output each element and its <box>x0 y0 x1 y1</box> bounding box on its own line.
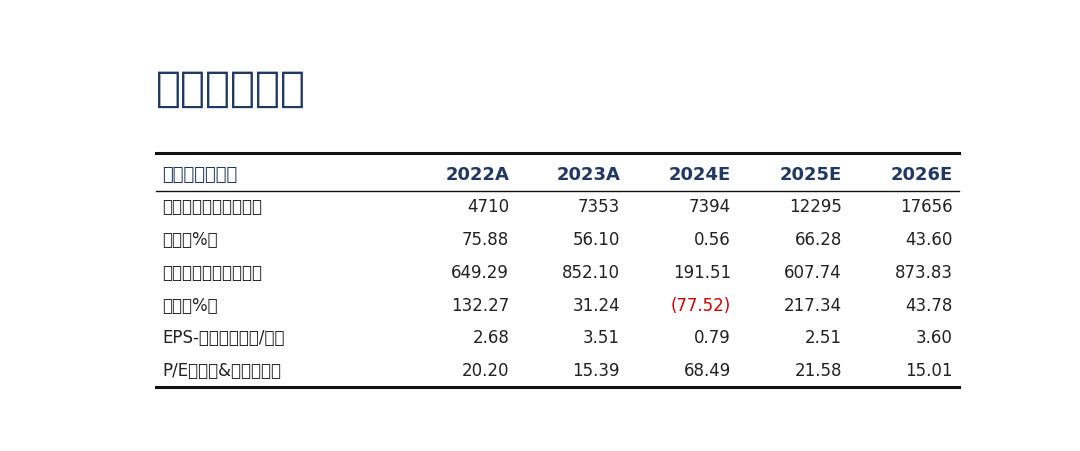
Text: 66.28: 66.28 <box>795 231 842 249</box>
Text: 43.78: 43.78 <box>905 297 953 315</box>
Text: 2024E: 2024E <box>669 166 731 184</box>
Text: 2.51: 2.51 <box>805 329 842 347</box>
Text: 买入（维持）: 买入（维持） <box>156 68 306 110</box>
Text: 75.88: 75.88 <box>462 231 509 249</box>
Text: 3.60: 3.60 <box>916 329 953 347</box>
Text: 2025E: 2025E <box>780 166 842 184</box>
Text: 217.34: 217.34 <box>784 297 842 315</box>
Text: 68.49: 68.49 <box>684 362 731 380</box>
Text: 873.83: 873.83 <box>894 264 953 282</box>
Text: 852.10: 852.10 <box>562 264 620 282</box>
Text: 7394: 7394 <box>689 198 731 216</box>
Text: 21.58: 21.58 <box>795 362 842 380</box>
Text: 3.51: 3.51 <box>583 329 620 347</box>
Text: 4710: 4710 <box>467 198 509 216</box>
Text: 31.24: 31.24 <box>572 297 620 315</box>
Text: 0.56: 0.56 <box>694 231 731 249</box>
Text: 同比（%）: 同比（%） <box>163 297 218 315</box>
Text: 15.39: 15.39 <box>572 362 620 380</box>
Text: 2023A: 2023A <box>556 166 620 184</box>
Text: 132.27: 132.27 <box>451 297 509 315</box>
Text: 盈利预测与估值: 盈利预测与估值 <box>163 166 238 184</box>
Text: (77.52): (77.52) <box>671 297 731 315</box>
Text: 649.29: 649.29 <box>451 264 509 282</box>
Text: 2022A: 2022A <box>445 166 509 184</box>
Text: 17656: 17656 <box>900 198 953 216</box>
Text: 营业总收入（百万元）: 营业总收入（百万元） <box>163 198 262 216</box>
Text: 56.10: 56.10 <box>572 231 620 249</box>
Text: 同比（%）: 同比（%） <box>163 231 218 249</box>
Text: 191.51: 191.51 <box>673 264 731 282</box>
Text: 7353: 7353 <box>578 198 620 216</box>
Text: 归母净利润（百万元）: 归母净利润（百万元） <box>163 264 262 282</box>
Text: 43.60: 43.60 <box>905 231 953 249</box>
Text: 20.20: 20.20 <box>462 362 509 380</box>
Text: 2026E: 2026E <box>891 166 953 184</box>
Text: 15.01: 15.01 <box>905 362 953 380</box>
Text: EPS-最新摊薄（元/股）: EPS-最新摊薄（元/股） <box>163 329 285 347</box>
Text: 12295: 12295 <box>789 198 842 216</box>
Text: 0.79: 0.79 <box>694 329 731 347</box>
Text: P/E（现价&最新摊薄）: P/E（现价&最新摊薄） <box>163 362 282 380</box>
Text: 607.74: 607.74 <box>784 264 842 282</box>
Text: 2.68: 2.68 <box>472 329 509 347</box>
